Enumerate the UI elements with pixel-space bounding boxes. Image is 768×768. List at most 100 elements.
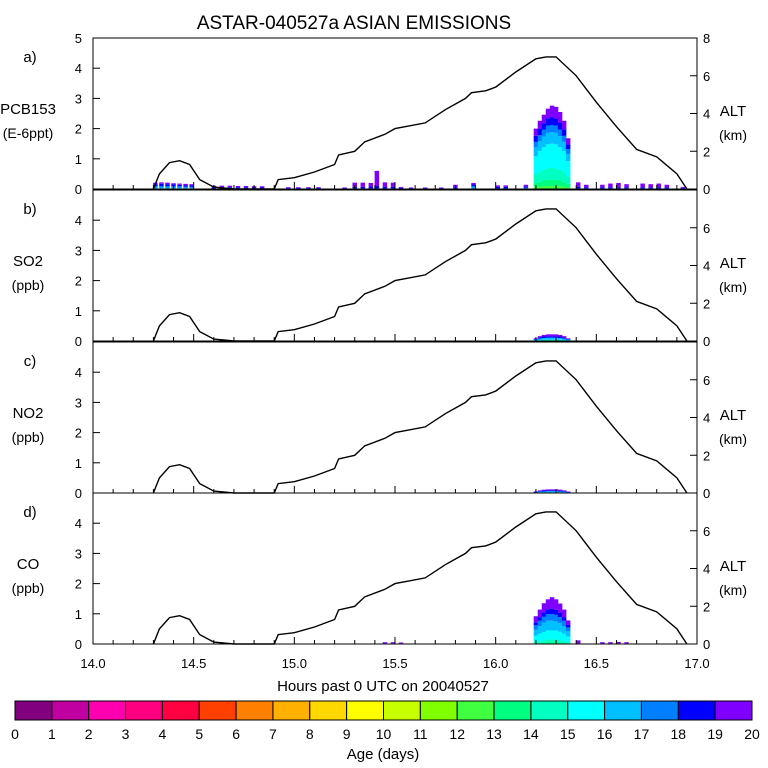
right-tick-label-0-0: 0 [703,182,710,197]
bar-segment-1-1-3 [537,336,543,338]
colorbar-tick-label-8: 8 [306,726,314,742]
bar-segment-1-5-3 [553,334,559,337]
bar-segment-2-6-1 [557,491,563,493]
x-tick-label-2: 15.0 [282,656,307,671]
bar-segment-0-0-4 [153,187,158,189]
bar-segment-0-6-6 [189,185,194,187]
bar-segment-0-9-7 [227,185,233,188]
bar-segment-3-8-6 [553,599,559,610]
bar-segment-0-10-7 [235,185,241,188]
bar-segment-0-40-2 [557,169,563,181]
bar-segment-0-20-6 [360,186,366,189]
bar-segment-1-8-1 [565,339,571,341]
bar-segment-0-41-2 [561,172,567,182]
colorbar-swatch-7 [272,700,311,721]
bar-segment-0-5-5 [183,186,188,188]
bar-segment-0-35-3 [537,150,543,173]
bar-segment-3-9-2 [557,631,563,641]
bar-segment-2-3-1 [545,491,551,493]
bar-segment-0-41-0 [561,186,567,189]
bar-segment-0-1-6 [159,183,164,186]
bar-segment-1-1-1 [537,338,543,341]
bar-segment-0-48-6 [624,187,629,189]
alt-label-0: ALT [720,103,746,120]
bar-segment-3-16-6 [624,642,629,644]
bar-segment-0-36-7 [541,114,547,124]
bar-segment-3-3-5 [533,622,539,626]
colorbar-tick-label-6: 6 [232,726,240,742]
bar-segment-3-5-5 [541,612,547,617]
bar-segment-0-39-1 [553,179,559,186]
colorbar-tick-label-7: 7 [269,726,277,742]
left-tick-label-1-1: 1 [75,304,82,319]
x-tick-label-5: 16.5 [584,656,609,671]
bar-segment-0-11-6 [243,187,249,189]
x-tick-label-6: 17.0 [684,656,709,671]
alt-unit-label-3: (km) [719,582,747,598]
bar-segment-3-9-3 [557,623,563,632]
bar-segment-0-45-6 [600,187,605,189]
bar-segment-0-18-7 [342,187,347,189]
bar-segment-2-7-3 [561,490,567,491]
colorbar-tick-label-15: 15 [560,726,576,742]
bar-segment-0-25-7 [398,186,404,188]
right-tick-label-1-3: 6 [703,221,710,236]
colorbar-tick-label-5: 5 [195,726,203,742]
bar-segment-0-41-1 [561,181,567,187]
bar-segment-0-13-6 [259,187,265,189]
bar-segment-0-53-7 [680,186,686,188]
panel-tag-3: d) [23,504,36,521]
bar-segment-3-0-6 [382,642,388,644]
bar-segment-1-3-1 [545,337,551,340]
bar-segment-3-9-6 [557,603,563,613]
concentration-bars-layer [153,105,686,644]
unit-label-0: (E-6ppt) [3,125,54,141]
bar-segment-0-23-6 [382,186,388,189]
left-tick-label-2-3: 3 [75,395,82,410]
bar-segment-3-11-3 [565,631,571,637]
x-tick-label-1: 14.5 [181,656,206,671]
bar-segment-0-24-7 [390,182,396,187]
left-tick-label-3-3: 3 [75,546,82,561]
bar-segment-1-6-3 [557,334,563,337]
bar-segment-3-5-2 [541,631,547,641]
bar-segment-0-38-4 [549,132,555,144]
colorbar-tick-label-18: 18 [671,726,687,742]
bar-segment-2-2-2 [541,490,547,492]
bar-segment-3-1-6 [390,642,396,644]
bar-segment-0-5-4 [183,187,188,189]
bar-segment-3-7-2 [549,630,555,640]
colorbar-tick-label-16: 16 [597,726,613,742]
colorbar-swatch-15 [567,700,606,721]
left-tick-label-0-3: 3 [75,91,82,106]
bar-segment-0-42-6 [565,144,571,150]
bar-segment-0-2-5 [165,185,170,188]
colorbar-swatch-19 [714,700,753,721]
colorbar-swatch-14 [530,700,569,721]
bar-segment-0-25-6 [398,187,404,189]
colorbar-swatch-16 [604,700,642,721]
bar-segment-3-10-5 [561,617,567,621]
bar-segment-0-14-7 [286,187,291,189]
bar-segment-0-40-1 [557,180,563,186]
bar-segment-1-1-2 [537,337,543,339]
bar-segment-0-39-6 [553,118,559,126]
bar-segment-0-43-6 [575,186,581,189]
bar-segment-0-6-4 [189,187,194,189]
colorbar-tick-label-13: 13 [486,726,502,742]
bar-segment-3-4-5 [537,617,543,621]
colorbar-swatch-8 [309,700,348,721]
unit-label-3: (ppb) [12,580,45,596]
bar-segment-0-51-6 [656,187,661,189]
bar-segment-0-42-0 [565,187,571,189]
bar-segment-3-4-2 [537,633,543,642]
left-tick-label-2-0: 0 [75,486,82,501]
left-tick-label-0-4: 4 [75,61,82,76]
bar-segment-1-7-1 [561,338,567,341]
bar-segment-2-6-3 [557,489,563,491]
bar-segment-0-2-6 [165,184,170,186]
bar-segment-0-15-7 [296,187,301,189]
bar-segment-3-3-2 [533,635,539,642]
bar-segment-0-47-6 [616,187,621,189]
colorbar-swatch-9 [346,700,384,721]
